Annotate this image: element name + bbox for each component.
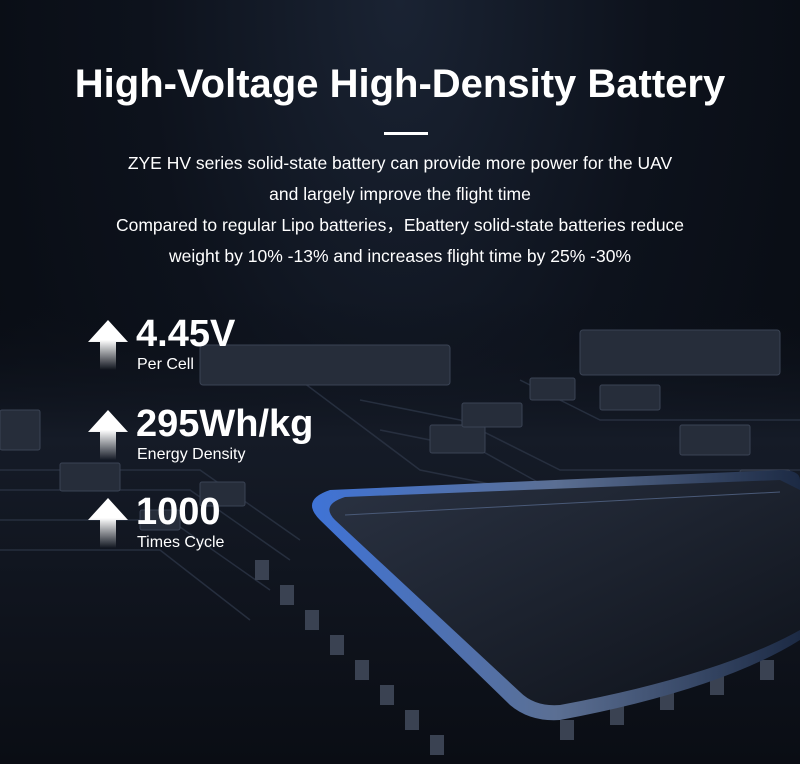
stat-value: 1000 xyxy=(136,491,221,533)
arrow-up-icon xyxy=(88,410,128,460)
title-divider xyxy=(384,132,428,135)
stat-label: Per Cell xyxy=(137,356,194,373)
description-line: Compared to regular Lipo batteries，Ebatt… xyxy=(115,215,685,235)
stat-label: Energy Density xyxy=(137,446,246,463)
stat-value: 295Wh/kg xyxy=(136,403,314,445)
stat-label: Times Cycle xyxy=(137,534,225,551)
description: ZYE HV series solid-state battery can pr… xyxy=(0,148,800,272)
arrow-up-icon xyxy=(88,498,128,548)
arrow-up-icon xyxy=(88,320,128,370)
description-line: and largely improve the flight time xyxy=(269,184,531,204)
stat-value: 4.45V xyxy=(136,313,236,355)
description-line: ZYE HV series solid-state battery can pr… xyxy=(127,153,673,173)
description-line: weight by 10% -13% and increases flight … xyxy=(168,246,632,266)
page-title: High-Voltage High-Density Battery xyxy=(74,62,726,106)
